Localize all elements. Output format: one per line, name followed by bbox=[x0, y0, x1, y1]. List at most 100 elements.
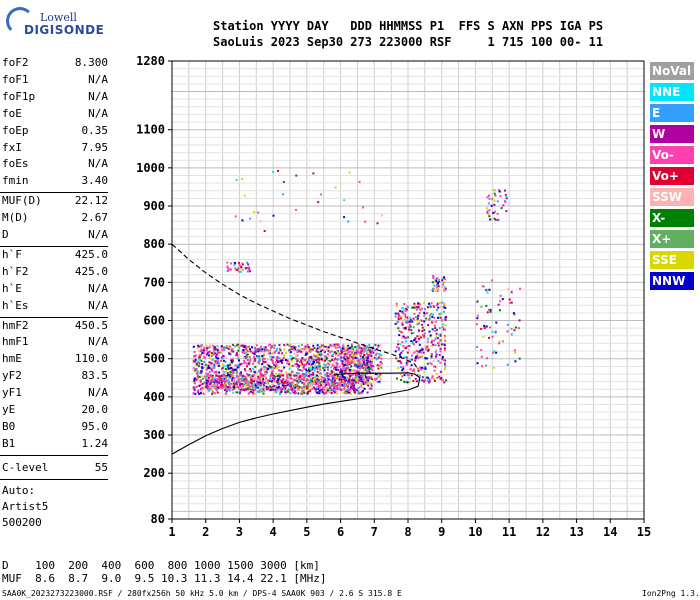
echo-point bbox=[242, 269, 245, 272]
echo-point bbox=[200, 389, 203, 392]
echo-point bbox=[277, 352, 280, 355]
echo-point bbox=[282, 374, 285, 377]
echo-point bbox=[315, 381, 318, 384]
echo-point bbox=[352, 355, 355, 358]
echo-point bbox=[360, 347, 363, 350]
echo-point bbox=[325, 356, 328, 359]
echo-point bbox=[271, 360, 274, 362]
echo-point bbox=[368, 364, 371, 367]
param-value: 95.0 bbox=[81, 419, 109, 433]
echo-point bbox=[313, 358, 315, 361]
echo-point bbox=[334, 386, 337, 389]
echo-point bbox=[399, 366, 402, 369]
param-ye: yE 20.0 bbox=[2, 403, 108, 420]
echo-point bbox=[333, 385, 336, 388]
echo-point bbox=[369, 367, 372, 370]
echo-point bbox=[301, 373, 304, 376]
echo-point bbox=[314, 363, 316, 366]
echo-point bbox=[360, 360, 362, 363]
echo-point bbox=[352, 376, 355, 379]
echo-point bbox=[504, 189, 506, 192]
y-tick-label: 700 bbox=[143, 275, 165, 289]
echo-point bbox=[258, 359, 261, 362]
echo-point bbox=[443, 289, 446, 292]
echo-point bbox=[267, 344, 270, 347]
param-foe: foE N/A bbox=[2, 107, 108, 124]
echo-point bbox=[256, 372, 259, 374]
echo-point bbox=[229, 376, 232, 379]
echo-point bbox=[487, 308, 490, 311]
echo-point bbox=[435, 328, 438, 331]
echo-point bbox=[357, 372, 360, 375]
echo-point bbox=[220, 346, 222, 349]
x-tick-label: 14 bbox=[603, 525, 617, 539]
echo-point bbox=[423, 380, 426, 383]
echo-point bbox=[310, 374, 313, 377]
param-value: N/A bbox=[88, 157, 108, 171]
echo-point bbox=[211, 393, 214, 395]
echo-point bbox=[296, 359, 299, 362]
echo-point bbox=[276, 348, 278, 350]
param-hes: h`Es N/A bbox=[2, 299, 108, 316]
param-name: MUF(D) bbox=[2, 194, 42, 208]
echo-point bbox=[289, 343, 292, 346]
echo-point bbox=[436, 284, 438, 287]
echo-point bbox=[441, 277, 444, 280]
echo-point bbox=[195, 354, 198, 357]
echo-point bbox=[413, 302, 416, 305]
echo-point bbox=[201, 367, 204, 370]
echo-point bbox=[347, 344, 350, 347]
echo-point bbox=[276, 388, 279, 391]
echo-point bbox=[301, 381, 304, 384]
echo-point bbox=[416, 308, 418, 311]
echo-point bbox=[238, 356, 241, 359]
echo-point bbox=[499, 300, 502, 303]
echo-point bbox=[443, 381, 446, 384]
echo-point bbox=[239, 385, 242, 388]
echo-point bbox=[216, 384, 219, 387]
echo-point bbox=[235, 374, 238, 377]
echo-point bbox=[289, 348, 292, 351]
echo-point bbox=[303, 391, 306, 394]
echo-point bbox=[358, 367, 361, 369]
echo-point bbox=[342, 392, 345, 395]
echo-point bbox=[431, 281, 434, 284]
echo-point bbox=[337, 387, 340, 390]
echo-point bbox=[308, 390, 311, 393]
x-tick-label: 2 bbox=[202, 525, 209, 539]
echo-point bbox=[206, 387, 209, 389]
echo-point bbox=[236, 366, 239, 369]
echo-point bbox=[354, 362, 357, 365]
echo-point bbox=[494, 330, 497, 333]
echo-point bbox=[351, 378, 354, 381]
echo-point bbox=[415, 319, 418, 322]
echo-point bbox=[364, 220, 367, 223]
echo-point bbox=[337, 377, 340, 380]
echo-point bbox=[403, 327, 406, 330]
echo-point bbox=[332, 379, 335, 382]
x-tick-label: 7 bbox=[371, 525, 378, 539]
echo-point bbox=[330, 378, 333, 381]
echo-point bbox=[351, 382, 354, 385]
echo-point bbox=[357, 359, 360, 362]
echo-point bbox=[362, 362, 365, 365]
echo-point bbox=[238, 366, 240, 369]
echo-point bbox=[282, 382, 285, 385]
echo-point bbox=[443, 347, 446, 350]
echo-point bbox=[401, 323, 404, 326]
echo-point bbox=[323, 349, 325, 352]
echo-point bbox=[240, 371, 242, 374]
param-mufd: MUF(D) 22.12 bbox=[2, 194, 108, 211]
echo-point bbox=[242, 362, 245, 364]
echo-point bbox=[298, 385, 301, 388]
echo-point bbox=[264, 372, 267, 375]
echo-point bbox=[311, 348, 314, 351]
echo-point bbox=[338, 346, 341, 349]
param-name: h`F bbox=[2, 247, 22, 261]
echo-point bbox=[247, 388, 250, 391]
echo-point bbox=[250, 387, 253, 390]
echo-point bbox=[362, 360, 365, 363]
echo-point bbox=[437, 282, 440, 285]
echo-point bbox=[488, 209, 491, 212]
echo-point bbox=[348, 371, 351, 374]
